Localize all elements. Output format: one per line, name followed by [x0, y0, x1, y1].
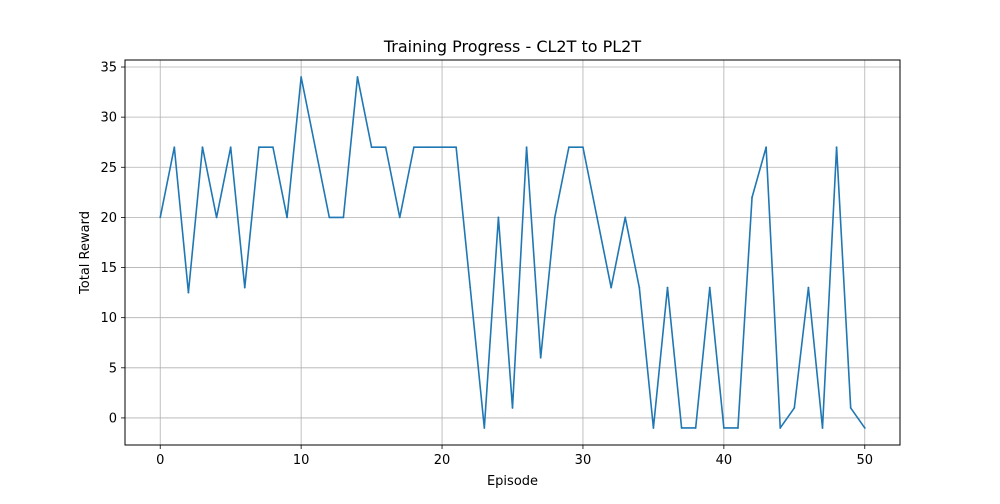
data-point [638, 286, 641, 289]
data-point [483, 427, 486, 429]
data-point [553, 216, 556, 219]
data-point [455, 146, 458, 149]
data-point [497, 216, 500, 219]
x-tick-label: 50 [856, 453, 873, 468]
data-point [441, 146, 443, 149]
data-point [722, 427, 725, 429]
data-point [737, 427, 739, 429]
data-point [215, 216, 218, 219]
y-tick-label: 30 [100, 111, 117, 126]
data-point [229, 146, 232, 149]
grid [125, 60, 900, 445]
data-point [286, 216, 288, 219]
data-point [243, 286, 246, 289]
y-axis-label: Total Reward [78, 211, 93, 295]
data-point [751, 196, 753, 199]
data-point [370, 146, 373, 149]
plot-area-frame [124, 59, 901, 446]
x-tick-label: 30 [575, 453, 592, 468]
data-point [427, 146, 429, 149]
data-point [793, 407, 796, 409]
data-point [342, 216, 345, 219]
data-point [469, 286, 472, 289]
data-point [652, 427, 655, 429]
x-tick-label: 10 [293, 453, 310, 468]
data-point [539, 356, 542, 359]
data-point [807, 286, 810, 289]
series-layer [159, 76, 866, 429]
data-point [680, 427, 683, 429]
x-tick-label: 20 [434, 453, 451, 468]
data-point [511, 407, 514, 409]
data-point [272, 146, 274, 149]
data-point [187, 291, 190, 294]
data-point [821, 427, 824, 429]
data-point [863, 427, 866, 429]
axis-ticks: 0 10 20 30 40 50 0 5 10 15 20 25 30 35 [100, 61, 873, 468]
data-point [398, 216, 401, 219]
data-point [610, 286, 613, 289]
data-point [525, 146, 528, 149]
data-point [666, 286, 669, 289]
data-point [384, 146, 387, 149]
data-point [314, 146, 317, 149]
x-tick-label: 40 [716, 453, 733, 468]
data-point [582, 146, 584, 149]
data-point [356, 76, 359, 78]
data-point [765, 146, 768, 149]
data-point [779, 427, 782, 429]
data-point [708, 286, 711, 289]
data-point [201, 146, 204, 149]
data-point [173, 146, 176, 149]
data-point [257, 146, 260, 149]
data-point [328, 216, 331, 219]
data-point [567, 146, 570, 149]
data-point [159, 216, 162, 219]
chart-title: Training Progress - CL2T to PL2T [383, 37, 641, 56]
data-point [596, 216, 598, 219]
data-point [412, 146, 415, 149]
data-point [849, 407, 852, 409]
x-tick-label: 0 [156, 453, 164, 468]
y-tick-label: 35 [100, 61, 117, 76]
data-point [694, 427, 697, 429]
y-tick-label: 15 [100, 261, 117, 276]
data-point [624, 216, 627, 219]
y-tick-label: 20 [100, 211, 117, 226]
y-tick-label: 25 [100, 161, 117, 176]
data-point [835, 146, 838, 149]
x-axis-label: Episode [487, 474, 538, 489]
y-tick-label: 0 [109, 411, 117, 426]
y-tick-label: 5 [109, 361, 117, 376]
data-point [300, 76, 303, 78]
y-tick-label: 10 [100, 311, 117, 326]
